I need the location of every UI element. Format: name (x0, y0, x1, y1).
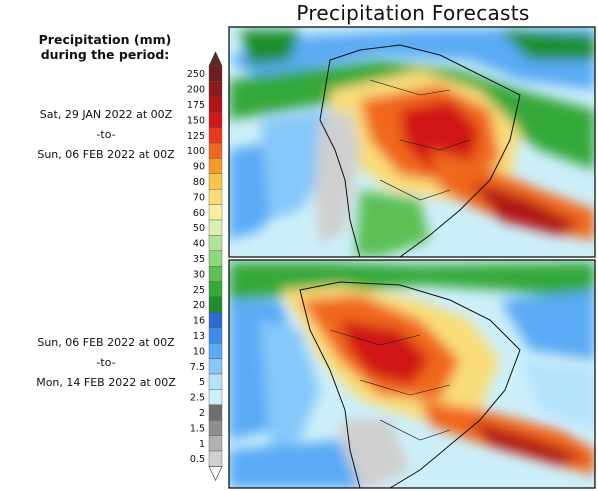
scale-label: 1.5 (190, 423, 205, 434)
scale-label: 10 (193, 346, 205, 357)
period-2-end: Mon, 14 FEB 2022 at 00Z (36, 376, 176, 389)
scale-label: 80 (193, 177, 205, 188)
scale-label: 1 (199, 439, 205, 450)
map-2-frame (228, 259, 596, 489)
scale-label: 25 (193, 285, 205, 296)
scale-label: 90 (193, 162, 205, 173)
scale-label: 5 (199, 377, 205, 388)
scale-label: 35 (193, 254, 205, 265)
scale-label: 60 (193, 208, 205, 219)
period-1-end: Sun, 06 FEB 2022 at 00Z (37, 148, 175, 161)
period-2-label: Sun, 06 FEB 2022 at 00Z -to- Mon, 14 FEB… (14, 333, 198, 393)
scale-label: 100 (187, 146, 205, 157)
scale-label: 125 (187, 131, 205, 142)
scale-label: 70 (193, 192, 205, 203)
scale-label: 150 (187, 115, 205, 126)
period-2-sep: -to- (96, 356, 116, 369)
legend-title-line1: Precipitation (mm) (38, 32, 172, 47)
scale-label: 200 (187, 85, 205, 96)
legend-title: Precipitation (mm) during the period: (20, 32, 190, 62)
map-period-1 (229, 27, 595, 257)
scale-label: 2.5 (190, 393, 205, 404)
scale-label: 13 (193, 331, 205, 342)
map-period-2 (229, 260, 595, 488)
period-1-start: Sat, 29 JAN 2022 at 00Z (39, 108, 173, 121)
scale-bottom-arrow (208, 466, 223, 482)
scale-label: 50 (193, 223, 205, 234)
scale-label: 16 (193, 316, 205, 327)
scale-label: 40 (193, 239, 205, 250)
page-title: Precipitation Forecasts (296, 1, 530, 25)
period-1-sep: -to- (96, 128, 116, 141)
scale-label: 250 (187, 69, 205, 80)
scale-label: 175 (187, 100, 205, 111)
period-2-start: Sun, 06 FEB 2022 at 00Z (37, 336, 175, 349)
scale-label: 0.5 (190, 454, 205, 465)
scale-label: 20 (193, 300, 205, 311)
legend-title-line2: during the period: (40, 47, 170, 62)
map-1-frame (228, 26, 596, 258)
scale-label: 2 (199, 408, 205, 419)
scale-label: 30 (193, 269, 205, 280)
scale-label: 7.5 (190, 362, 205, 373)
period-1-label: Sat, 29 JAN 2022 at 00Z -to- Sun, 06 FEB… (14, 105, 198, 165)
